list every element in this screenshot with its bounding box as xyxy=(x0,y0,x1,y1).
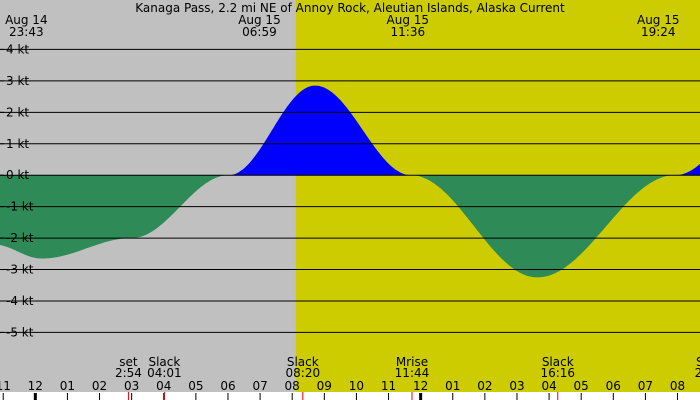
event-label: Slack xyxy=(148,355,180,369)
flood-area xyxy=(228,85,411,176)
hour-tick-label: 04 xyxy=(541,379,556,393)
event-time-label: 11:44 xyxy=(395,366,430,380)
top-date-label: Aug 14 xyxy=(5,13,48,27)
chart-title: Kanaga Pass, 2.2 mi NE of Annoy Rock, Al… xyxy=(135,1,565,15)
event-label: Slack xyxy=(287,355,319,369)
hour-tick-label: 05 xyxy=(574,379,589,393)
event-label: Slack xyxy=(542,355,574,369)
event-label: set xyxy=(119,355,138,369)
hour-tick-label: 08 xyxy=(285,379,300,393)
event-time-label: 16:16 xyxy=(540,366,575,380)
hour-tick-label: 06 xyxy=(220,379,235,393)
top-time-label: 23:43 xyxy=(9,25,44,39)
event-time-label: 2:54 xyxy=(115,366,142,380)
hour-tick-label: 01 xyxy=(445,379,460,393)
top-date-label: Aug 15 xyxy=(637,13,680,27)
current-area-layer xyxy=(0,85,700,278)
y-tick-label: 1 kt xyxy=(6,137,29,151)
top-date-label: Aug 15 xyxy=(238,13,281,27)
hour-tick-label: 11 xyxy=(0,379,11,393)
y-tick-label: -1 kt xyxy=(6,200,34,214)
event-label: Slack xyxy=(696,355,700,369)
hour-tick-label: 02 xyxy=(92,379,107,393)
y-tick-label: -5 kt xyxy=(6,325,34,339)
hour-tick-label: 08 xyxy=(670,379,685,393)
hour-tick-label: 11 xyxy=(381,379,396,393)
hour-tick-label: 03 xyxy=(509,379,524,393)
hour-tick-label: 07 xyxy=(252,379,267,393)
top-time-label: 06:59 xyxy=(242,25,277,39)
event-time-label: 08:20 xyxy=(286,366,321,380)
bottom-strip xyxy=(0,392,700,400)
hour-tick-label: 06 xyxy=(606,379,621,393)
top-time-label: 11:36 xyxy=(391,25,426,39)
y-tick-label: -2 kt xyxy=(6,231,34,245)
event-time-label: 21:05 xyxy=(695,366,700,380)
hour-tick-label: 05 xyxy=(188,379,203,393)
y-tick-label: -4 kt xyxy=(6,294,34,308)
gridline-layer xyxy=(0,48,700,333)
y-tick-label: 0 kt xyxy=(6,168,29,182)
y-tick-label: 3 kt xyxy=(6,74,29,88)
hour-tick-label: 12 xyxy=(413,379,428,393)
hour-tick-label: 03 xyxy=(124,379,139,393)
hour-tick-label: 10 xyxy=(349,379,364,393)
hour-tick-label: 02 xyxy=(477,379,492,393)
hour-tick-label: 04 xyxy=(156,379,171,393)
hour-tick-label: 09 xyxy=(317,379,332,393)
top-date-label: Aug 15 xyxy=(387,13,430,27)
y-tick-label: 4 kt xyxy=(6,42,29,56)
hour-tick-label: 07 xyxy=(638,379,653,393)
bottom-axis-layer: set2:54Slack04:01Slack08:20Mrise11:44Sla… xyxy=(0,355,700,400)
event-label: Mrise xyxy=(396,355,428,369)
y-tick-label-layer: 4 kt 3 kt 2 kt 1 kt 0 kt -1 kt -2 kt -3 kt -4 kt… xyxy=(0,42,34,339)
ebb-area xyxy=(411,175,675,278)
y-tick-label: -3 kt xyxy=(6,263,34,277)
top-time-label: 19:24 xyxy=(641,25,676,39)
y-tick-label: 2 kt xyxy=(6,105,29,119)
flood-area xyxy=(675,163,700,176)
hour-tick-label: 01 xyxy=(60,379,75,393)
event-time-label: 04:01 xyxy=(147,366,182,380)
hour-tick-label: 12 xyxy=(28,379,43,393)
